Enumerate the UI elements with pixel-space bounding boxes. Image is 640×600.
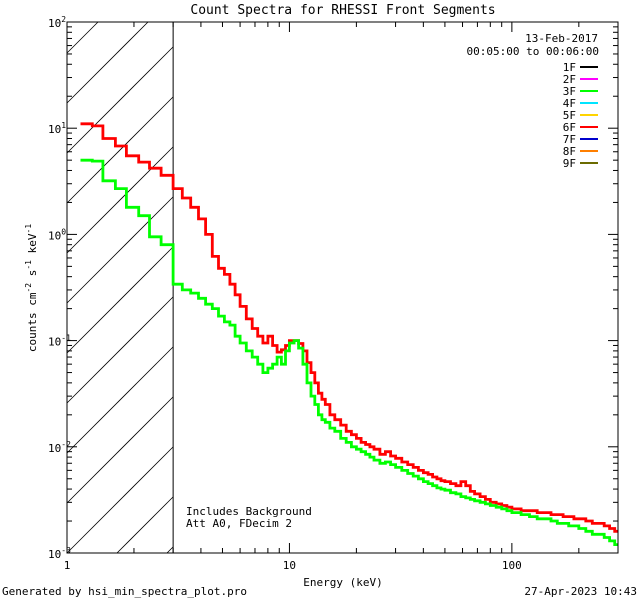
y-axis-label: counts cm-2 s-1 keV-1 <box>24 224 39 352</box>
legend-label: 6F <box>563 121 576 134</box>
series-3F-line <box>80 158 618 546</box>
legend-label: 7F <box>563 133 576 146</box>
hatch-line <box>166 546 174 554</box>
annotation-background: Includes Background <box>186 505 312 518</box>
hatch-line <box>66 446 174 554</box>
hatch-line <box>66 96 174 204</box>
hatch-line <box>66 46 174 154</box>
x-tick-label: 100 <box>502 559 522 572</box>
hatch-line <box>66 246 174 354</box>
legend-label: 8F <box>563 145 576 158</box>
legend-label: 1F <box>563 61 576 74</box>
y-tick-label: 100 <box>48 227 66 242</box>
hatch-line <box>66 21 149 104</box>
time-range-label: 00:05:00 to 00:06:00 <box>467 45 599 58</box>
hatch-line <box>66 21 99 54</box>
annotation-attenuator: Att A0, FDecim 2 <box>186 517 292 530</box>
hatch-line <box>116 496 174 554</box>
x-tick-label: 1 <box>64 559 71 572</box>
timestamp-label: 27-Apr-2023 10:43 <box>524 585 637 598</box>
hatch-line <box>66 196 174 304</box>
legend-label: 5F <box>563 109 576 122</box>
generated-by-label: Generated by hsi_min_spectra_plot.pro <box>2 585 247 598</box>
x-tick-label: 10 <box>283 559 296 572</box>
plot-frame <box>66 21 619 554</box>
legend-label: 9F <box>563 157 576 170</box>
hatch-line <box>66 146 174 254</box>
legend-label: 2F <box>563 73 576 86</box>
hatch-region <box>66 21 174 554</box>
hatch-line <box>66 396 174 504</box>
y-tick-label: 10-1 <box>48 334 71 349</box>
hatch-line <box>66 346 174 454</box>
hatch-line <box>66 296 174 404</box>
legend-label: 3F <box>563 85 576 98</box>
date-label: 13-Feb-2017 <box>525 32 598 45</box>
chart-title: Count Spectra for RHESSI Front Segments <box>190 3 495 18</box>
y-tick-label: 102 <box>48 15 66 30</box>
y-tick-label: 101 <box>48 121 66 136</box>
series-6F-line <box>80 122 618 533</box>
legend-label: 4F <box>563 97 576 110</box>
x-axis-label: Energy (keV) <box>303 576 382 589</box>
